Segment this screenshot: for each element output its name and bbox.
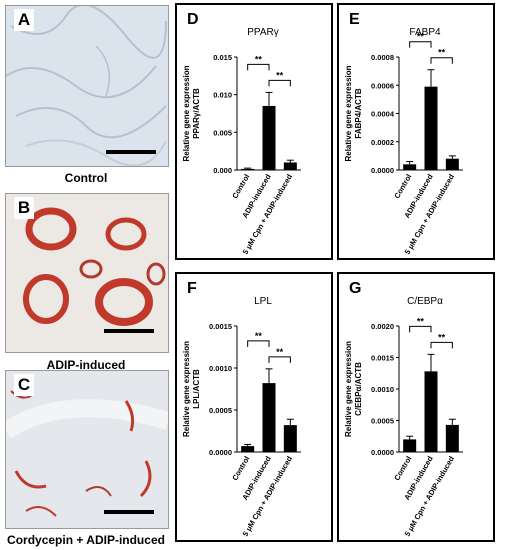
bar	[403, 439, 417, 452]
caption-cordycepin-adip-induced: Cordycepin + ADIP-induced	[7, 533, 165, 547]
y-tick-label: 0.0020	[371, 322, 394, 331]
bar	[403, 164, 417, 170]
y-axis-label: FABP4/ACTB	[354, 88, 363, 138]
y-axis-label: Relative gene expression	[182, 65, 191, 161]
y-tick-label: 0.005	[213, 128, 232, 137]
significance-label: **	[255, 331, 263, 341]
bar	[445, 424, 459, 452]
bar	[283, 425, 297, 452]
category-label: Control	[230, 173, 251, 201]
panel-label-e: E	[349, 11, 360, 28]
control-image	[6, 6, 168, 166]
bar	[262, 383, 276, 452]
y-tick-label: 0.0015	[371, 354, 394, 363]
y-tick-label: 0.0010	[209, 364, 232, 373]
y-tick-label: 0.0000	[371, 166, 394, 175]
bar	[241, 168, 255, 170]
micrograph-cordycepin-adip-induced: C	[5, 370, 169, 529]
significance-label: **	[417, 316, 425, 326]
category-label: Control	[230, 455, 251, 483]
panel-label-d: D	[187, 11, 199, 28]
significance-label: **	[438, 48, 446, 58]
y-tick-label: 0.0004	[371, 110, 395, 119]
y-axis-label: LPL/ACTB	[192, 369, 201, 409]
category-label: Control	[392, 455, 413, 483]
y-axis-label: PPARγ/ACTB	[192, 88, 201, 139]
y-tick-label: 0.0005	[209, 406, 232, 415]
significance-label: **	[417, 32, 425, 42]
panel-label-g: G	[349, 280, 362, 297]
bar	[424, 86, 438, 170]
chart-panel-g: G C/EBPα Relative gene expression C/EBPα/A…	[337, 272, 495, 542]
bar	[283, 162, 297, 170]
category-label: Control	[392, 173, 413, 201]
y-tick-label: 0.010	[213, 91, 232, 100]
y-tick-label: 0.0000	[209, 448, 232, 457]
significance-label: **	[276, 70, 284, 80]
adip-induced-image	[6, 194, 168, 352]
y-tick-label: 0.0006	[371, 81, 394, 90]
pparg-chart: PPARγ Relative gene expression PPARγ/ACTB 0…	[182, 27, 301, 256]
significance-bracket	[409, 41, 432, 48]
bar	[424, 371, 438, 452]
caption-adip-induced: ADIP-induced	[46, 358, 126, 372]
significance-label: **	[255, 54, 263, 64]
y-tick-label: 0.000	[213, 166, 232, 175]
significance-bracket	[409, 325, 432, 333]
caption-control: Control	[64, 171, 108, 185]
y-tick-label: 0.0008	[371, 53, 394, 62]
chart-panel-f: F LPL Relative gene expression LPL/ACTB 0.0…	[175, 272, 333, 542]
significance-bracket	[268, 356, 291, 363]
fabp4-chart: FABP4 Relative gene expression FABP4/ACTB 0…	[344, 27, 463, 256]
y-tick-label: 0.0015	[209, 322, 232, 331]
panel-label-a: A	[14, 9, 34, 31]
panel-label-c: C	[14, 374, 34, 396]
significance-bracket	[247, 63, 270, 71]
chart-title: FABP4	[409, 27, 441, 38]
panel-label-b: B	[14, 197, 34, 219]
y-axis-label: Relative gene expression	[182, 341, 191, 437]
chart-panel-d: D PPARγ Relative gene expression PPARγ/ACT…	[175, 3, 333, 260]
y-axis-label: Relative gene expression	[344, 65, 353, 161]
y-tick-label: 0.0002	[371, 138, 394, 147]
significance-bracket	[430, 57, 453, 64]
y-tick-label: 0.0005	[371, 417, 394, 426]
y-tick-label: 0.0010	[371, 385, 394, 394]
chart-title: PPARγ	[247, 27, 279, 38]
significance-bracket	[268, 79, 291, 87]
micrograph-control: A	[5, 5, 169, 167]
y-axis-label: Relative gene expression	[344, 341, 353, 437]
significance-bracket	[430, 341, 453, 349]
y-tick-label: 0.0000	[371, 448, 394, 457]
y-axis-label: C/EBPα/ACTB	[354, 362, 363, 416]
significance-label: **	[438, 332, 446, 342]
significance-bracket	[247, 340, 270, 347]
chart-panel-e: E FABP4 Relative gene expression FABP4/ACT…	[337, 3, 495, 260]
cordycepin-image	[6, 371, 168, 528]
chart-title: C/EBPα	[407, 296, 443, 307]
significance-label: **	[276, 347, 284, 357]
micrograph-adip-induced: B	[5, 193, 169, 353]
cebpa-chart: C/EBPα Relative gene expression C/EBPα/ACT…	[344, 296, 463, 538]
bar	[262, 105, 276, 170]
y-tick-label: 0.015	[213, 53, 232, 62]
bar	[445, 158, 459, 170]
bar	[241, 446, 255, 452]
chart-title: LPL	[254, 296, 272, 307]
lpl-chart: LPL Relative gene expression LPL/ACTB 0.000…	[182, 296, 301, 538]
panel-label-f: F	[187, 280, 197, 297]
